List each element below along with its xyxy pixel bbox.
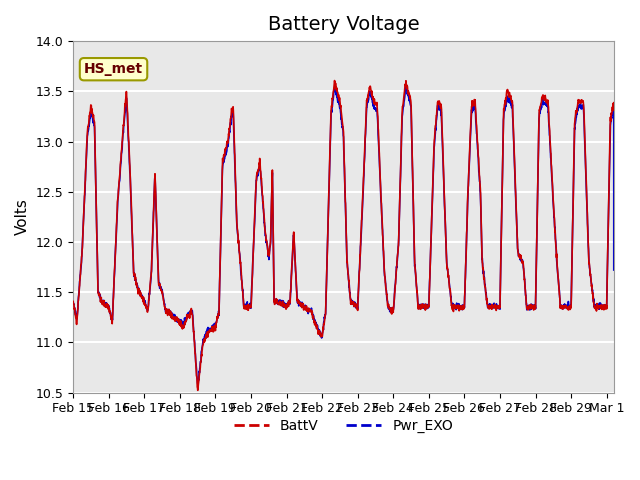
- BattV: [102, 302, 109, 308]
- Pwr_EXO: [353, 301, 360, 307]
- Pwr_EXO: [602, 304, 609, 310]
- BattV: [353, 305, 360, 311]
- Title: Battery Voltage: Battery Voltage: [268, 15, 419, 34]
- BattV: [194, 387, 202, 393]
- BattV: [621, 263, 628, 269]
- Pwr_EXO: [432, 125, 440, 131]
- Legend: BattV, Pwr_EXO: BattV, Pwr_EXO: [228, 413, 458, 438]
- Pwr_EXO: [610, 267, 618, 273]
- Pwr_EXO: [194, 383, 202, 388]
- Line: Pwr_EXO: Pwr_EXO: [73, 84, 614, 385]
- Line: BattV: BattV: [73, 81, 625, 390]
- Text: HS_met: HS_met: [84, 62, 143, 76]
- Pwr_EXO: [415, 301, 422, 307]
- Pwr_EXO: [69, 298, 77, 303]
- BattV: [331, 78, 339, 84]
- BattV: [415, 305, 422, 311]
- Pwr_EXO: [402, 82, 410, 87]
- Pwr_EXO: [536, 110, 544, 116]
- BattV: [602, 305, 609, 311]
- Pwr_EXO: [102, 301, 109, 307]
- BattV: [69, 299, 77, 304]
- Y-axis label: Volts: Volts: [15, 198, 30, 235]
- BattV: [536, 104, 544, 109]
- BattV: [432, 122, 440, 128]
